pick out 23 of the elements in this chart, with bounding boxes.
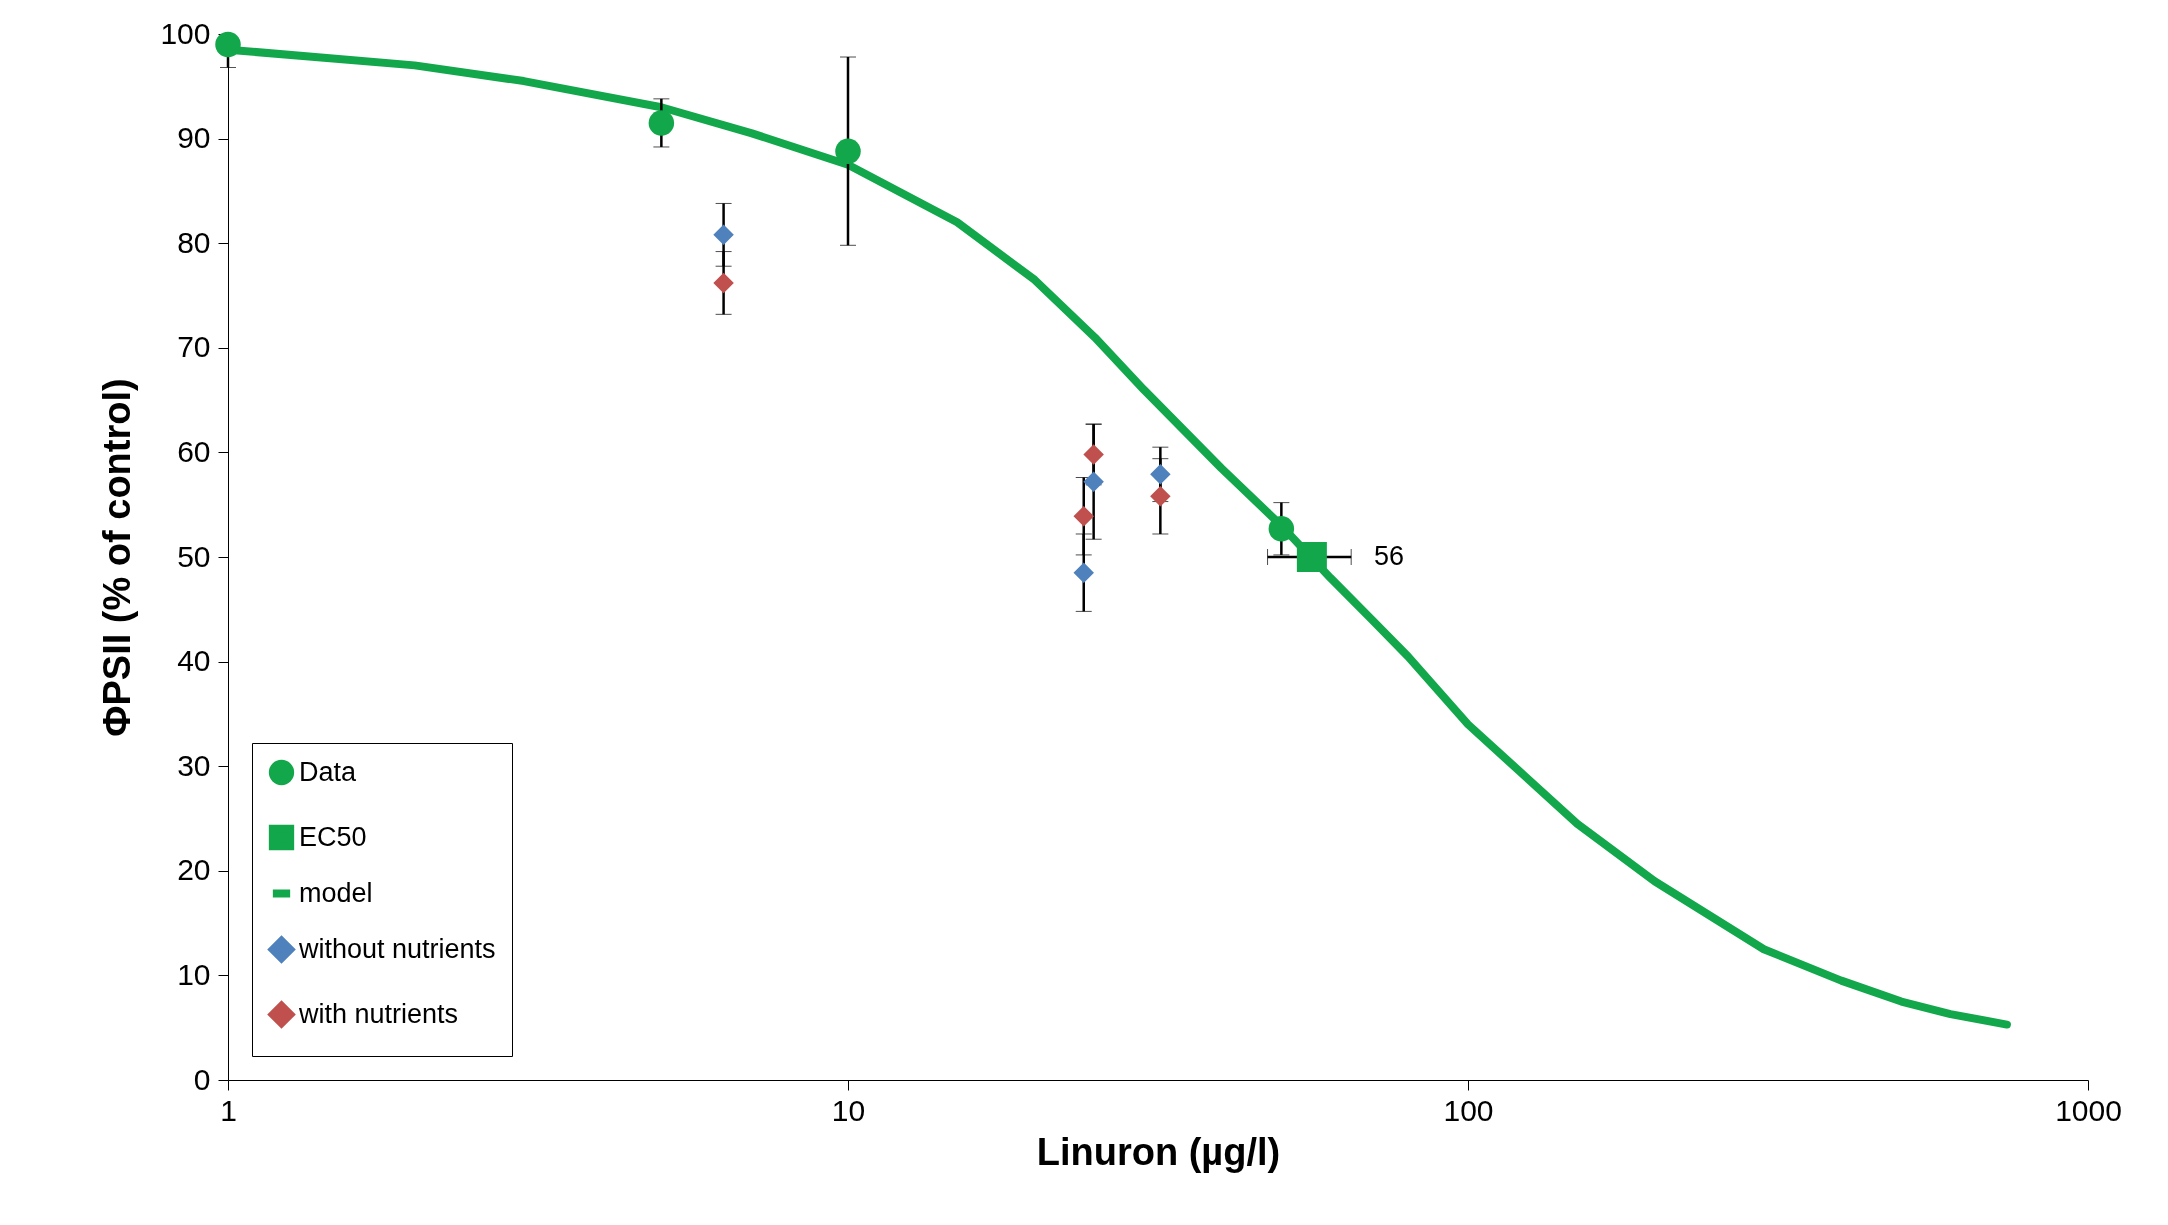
y-tick-label: 30 [177,748,211,782]
legend-label: without nutrients [298,933,496,964]
y-axis-title: ΦPSII (% of control) [96,378,139,737]
y-tick-label: 50 [177,539,211,573]
y-tick-label: 10 [177,957,211,991]
legend-label: EC50 [299,821,367,852]
y-tick-label: 40 [177,644,211,678]
x-tick-label: 100 [1443,1093,1494,1127]
y-tick-label: 100 [160,16,211,50]
y-tick-label: 80 [177,225,211,259]
annotation: 56 [1373,541,1404,571]
legend-label: with nutrients [298,998,459,1029]
y-tick-label: 0 [193,1062,211,1096]
x-tick-label: 1 [220,1093,237,1127]
x-axis-title: Linuron (µg/l) [1036,1130,1281,1173]
y-tick-label: 20 [177,853,211,887]
legend-label: Data [299,756,358,787]
y-tick-label: 60 [177,434,211,468]
y-tick-label: 70 [177,330,211,364]
x-tick-label: 1000 [2055,1093,2122,1127]
y-tick-label: 90 [177,121,211,155]
legend-label: model [299,877,373,908]
x-tick-label: 10 [831,1093,866,1127]
